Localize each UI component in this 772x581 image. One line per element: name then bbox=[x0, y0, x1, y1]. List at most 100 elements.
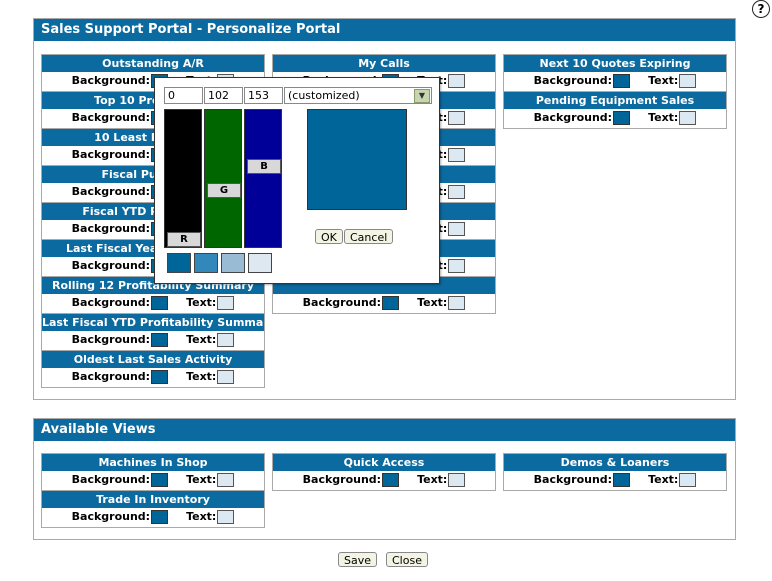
background-label: Background: bbox=[302, 296, 382, 309]
text-color-swatch[interactable] bbox=[448, 185, 466, 199]
text-color-swatch[interactable] bbox=[448, 296, 466, 310]
widget-color-row: Background: Text: bbox=[42, 471, 264, 489]
background-label: Background: bbox=[533, 74, 613, 87]
text-color-swatch[interactable] bbox=[217, 473, 235, 487]
widget-box: Next 10 Quotes Expiring Background: Text: bbox=[503, 54, 727, 92]
text-label: Text: bbox=[648, 111, 679, 124]
green-slider-thumb[interactable]: G bbox=[207, 183, 241, 198]
background-color-swatch[interactable] bbox=[151, 296, 169, 310]
color-picker-popup: 0 102 153 (customized) ▼ R G B OK Cancel bbox=[154, 77, 440, 284]
text-color-swatch[interactable] bbox=[217, 296, 235, 310]
widget-color-row: Background: Text: bbox=[504, 109, 726, 127]
background-label: Background: bbox=[71, 370, 151, 383]
background-color-swatch[interactable] bbox=[151, 333, 169, 347]
widget-box: Demos & Loaners Background: Text: bbox=[503, 453, 727, 491]
background-color-swatch[interactable] bbox=[613, 111, 631, 125]
widget-box: Pending Equipment Sales Background: Text: bbox=[503, 91, 727, 129]
red-slider-thumb[interactable]: R bbox=[167, 232, 201, 247]
text-label: Text: bbox=[186, 510, 217, 523]
background-label: Background: bbox=[71, 185, 151, 198]
color-mode-select[interactable]: (customized) ▼ bbox=[284, 87, 432, 104]
background-color-swatch[interactable] bbox=[151, 473, 169, 487]
close-button[interactable]: Close bbox=[386, 552, 428, 567]
background-color-swatch[interactable] bbox=[151, 510, 169, 524]
text-label: Text: bbox=[648, 74, 679, 87]
green-slider[interactable]: G bbox=[204, 109, 242, 248]
text-color-swatch[interactable] bbox=[217, 510, 235, 524]
background-label: Background: bbox=[71, 74, 151, 87]
background-color-swatch[interactable] bbox=[382, 296, 400, 310]
text-color-swatch[interactable] bbox=[217, 333, 235, 347]
text-color-swatch[interactable] bbox=[448, 259, 466, 273]
widget-title: Trade In Inventory bbox=[42, 491, 264, 508]
text-label: Text: bbox=[417, 473, 448, 486]
widget-box: Quick Access Background: Text: bbox=[272, 453, 496, 491]
background-label: Background: bbox=[533, 473, 613, 486]
background-label: Background: bbox=[71, 111, 151, 124]
background-color-swatch[interactable] bbox=[613, 473, 631, 487]
text-color-swatch[interactable] bbox=[217, 370, 235, 384]
background-label: Background: bbox=[71, 148, 151, 161]
widget-title: Oldest Last Sales Activity bbox=[42, 351, 264, 368]
widget-box: Last Fiscal YTD Profitability Summary Bac… bbox=[41, 313, 265, 351]
red-value-input[interactable]: 0 bbox=[164, 87, 203, 104]
widget-title: Outstanding A/R bbox=[42, 55, 264, 72]
text-color-swatch[interactable] bbox=[448, 74, 466, 88]
text-color-swatch[interactable] bbox=[448, 473, 466, 487]
widget-color-row: Background: Text: bbox=[273, 471, 495, 489]
chevron-down-icon[interactable]: ▼ bbox=[414, 89, 430, 103]
color-preview bbox=[307, 109, 407, 210]
available-views-title: Available Views bbox=[34, 419, 735, 441]
text-color-swatch[interactable] bbox=[448, 148, 466, 162]
widget-title: My Calls bbox=[273, 55, 495, 72]
panel-title: Sales Support Portal - Personalize Porta… bbox=[34, 19, 735, 41]
widget-title: Pending Equipment Sales bbox=[504, 92, 726, 109]
recent-color-swatch[interactable] bbox=[167, 253, 191, 273]
text-label: Text: bbox=[648, 473, 679, 486]
background-label: Background: bbox=[302, 473, 382, 486]
color-mode-value: (customized) bbox=[288, 89, 360, 102]
background-label: Background: bbox=[71, 259, 151, 272]
text-label: Text: bbox=[417, 296, 448, 309]
help-icon[interactable]: ? bbox=[752, 0, 770, 18]
widget-color-row: Background: Text: bbox=[42, 331, 264, 349]
text-label: Text: bbox=[186, 473, 217, 486]
widget-color-row: Background: Text: bbox=[504, 72, 726, 90]
widget-color-row: Background: Text: bbox=[42, 294, 264, 312]
ok-button[interactable]: OK bbox=[315, 229, 343, 244]
background-color-swatch[interactable] bbox=[151, 370, 169, 384]
blue-slider-thumb[interactable]: B bbox=[247, 159, 281, 174]
cancel-button[interactable]: Cancel bbox=[344, 229, 394, 244]
widget-box: Oldest Last Sales Activity Background: Tex… bbox=[41, 350, 265, 388]
widget-color-row: Background: Text: bbox=[42, 368, 264, 386]
blue-value-input[interactable]: 153 bbox=[244, 87, 283, 104]
text-color-swatch[interactable] bbox=[679, 74, 697, 88]
background-color-swatch[interactable] bbox=[382, 473, 400, 487]
widget-color-row: Background: Text: bbox=[42, 508, 264, 526]
text-color-swatch[interactable] bbox=[679, 111, 697, 125]
save-button[interactable]: Save bbox=[338, 552, 378, 567]
recent-color-swatch[interactable] bbox=[248, 253, 272, 273]
blue-slider[interactable]: B bbox=[244, 109, 282, 248]
recent-color-swatch[interactable] bbox=[221, 253, 245, 273]
widget-title: Last Fiscal YTD Profitability Summary bbox=[42, 314, 264, 331]
background-color-swatch[interactable] bbox=[613, 74, 631, 88]
background-label: Background: bbox=[71, 222, 151, 235]
widget-title: Next 10 Quotes Expiring bbox=[504, 55, 726, 72]
widget-title: Machines In Shop bbox=[42, 454, 264, 471]
text-color-swatch[interactable] bbox=[448, 111, 466, 125]
background-label: Background: bbox=[71, 296, 151, 309]
green-value-input[interactable]: 102 bbox=[204, 87, 243, 104]
text-color-swatch[interactable] bbox=[679, 473, 697, 487]
widget-box: Machines In Shop Background: Text: bbox=[41, 453, 265, 491]
background-label: Background: bbox=[71, 510, 151, 523]
recent-color-swatch[interactable] bbox=[194, 253, 218, 273]
widget-box: Trade In Inventory Background: Text: bbox=[41, 490, 265, 528]
text-label: Text: bbox=[186, 333, 217, 346]
text-color-swatch[interactable] bbox=[448, 222, 466, 236]
widget-title: Quick Access bbox=[273, 454, 495, 471]
text-label: Text: bbox=[186, 370, 217, 383]
widget-color-row: Background: Text: bbox=[273, 294, 495, 312]
red-slider[interactable]: R bbox=[164, 109, 202, 248]
